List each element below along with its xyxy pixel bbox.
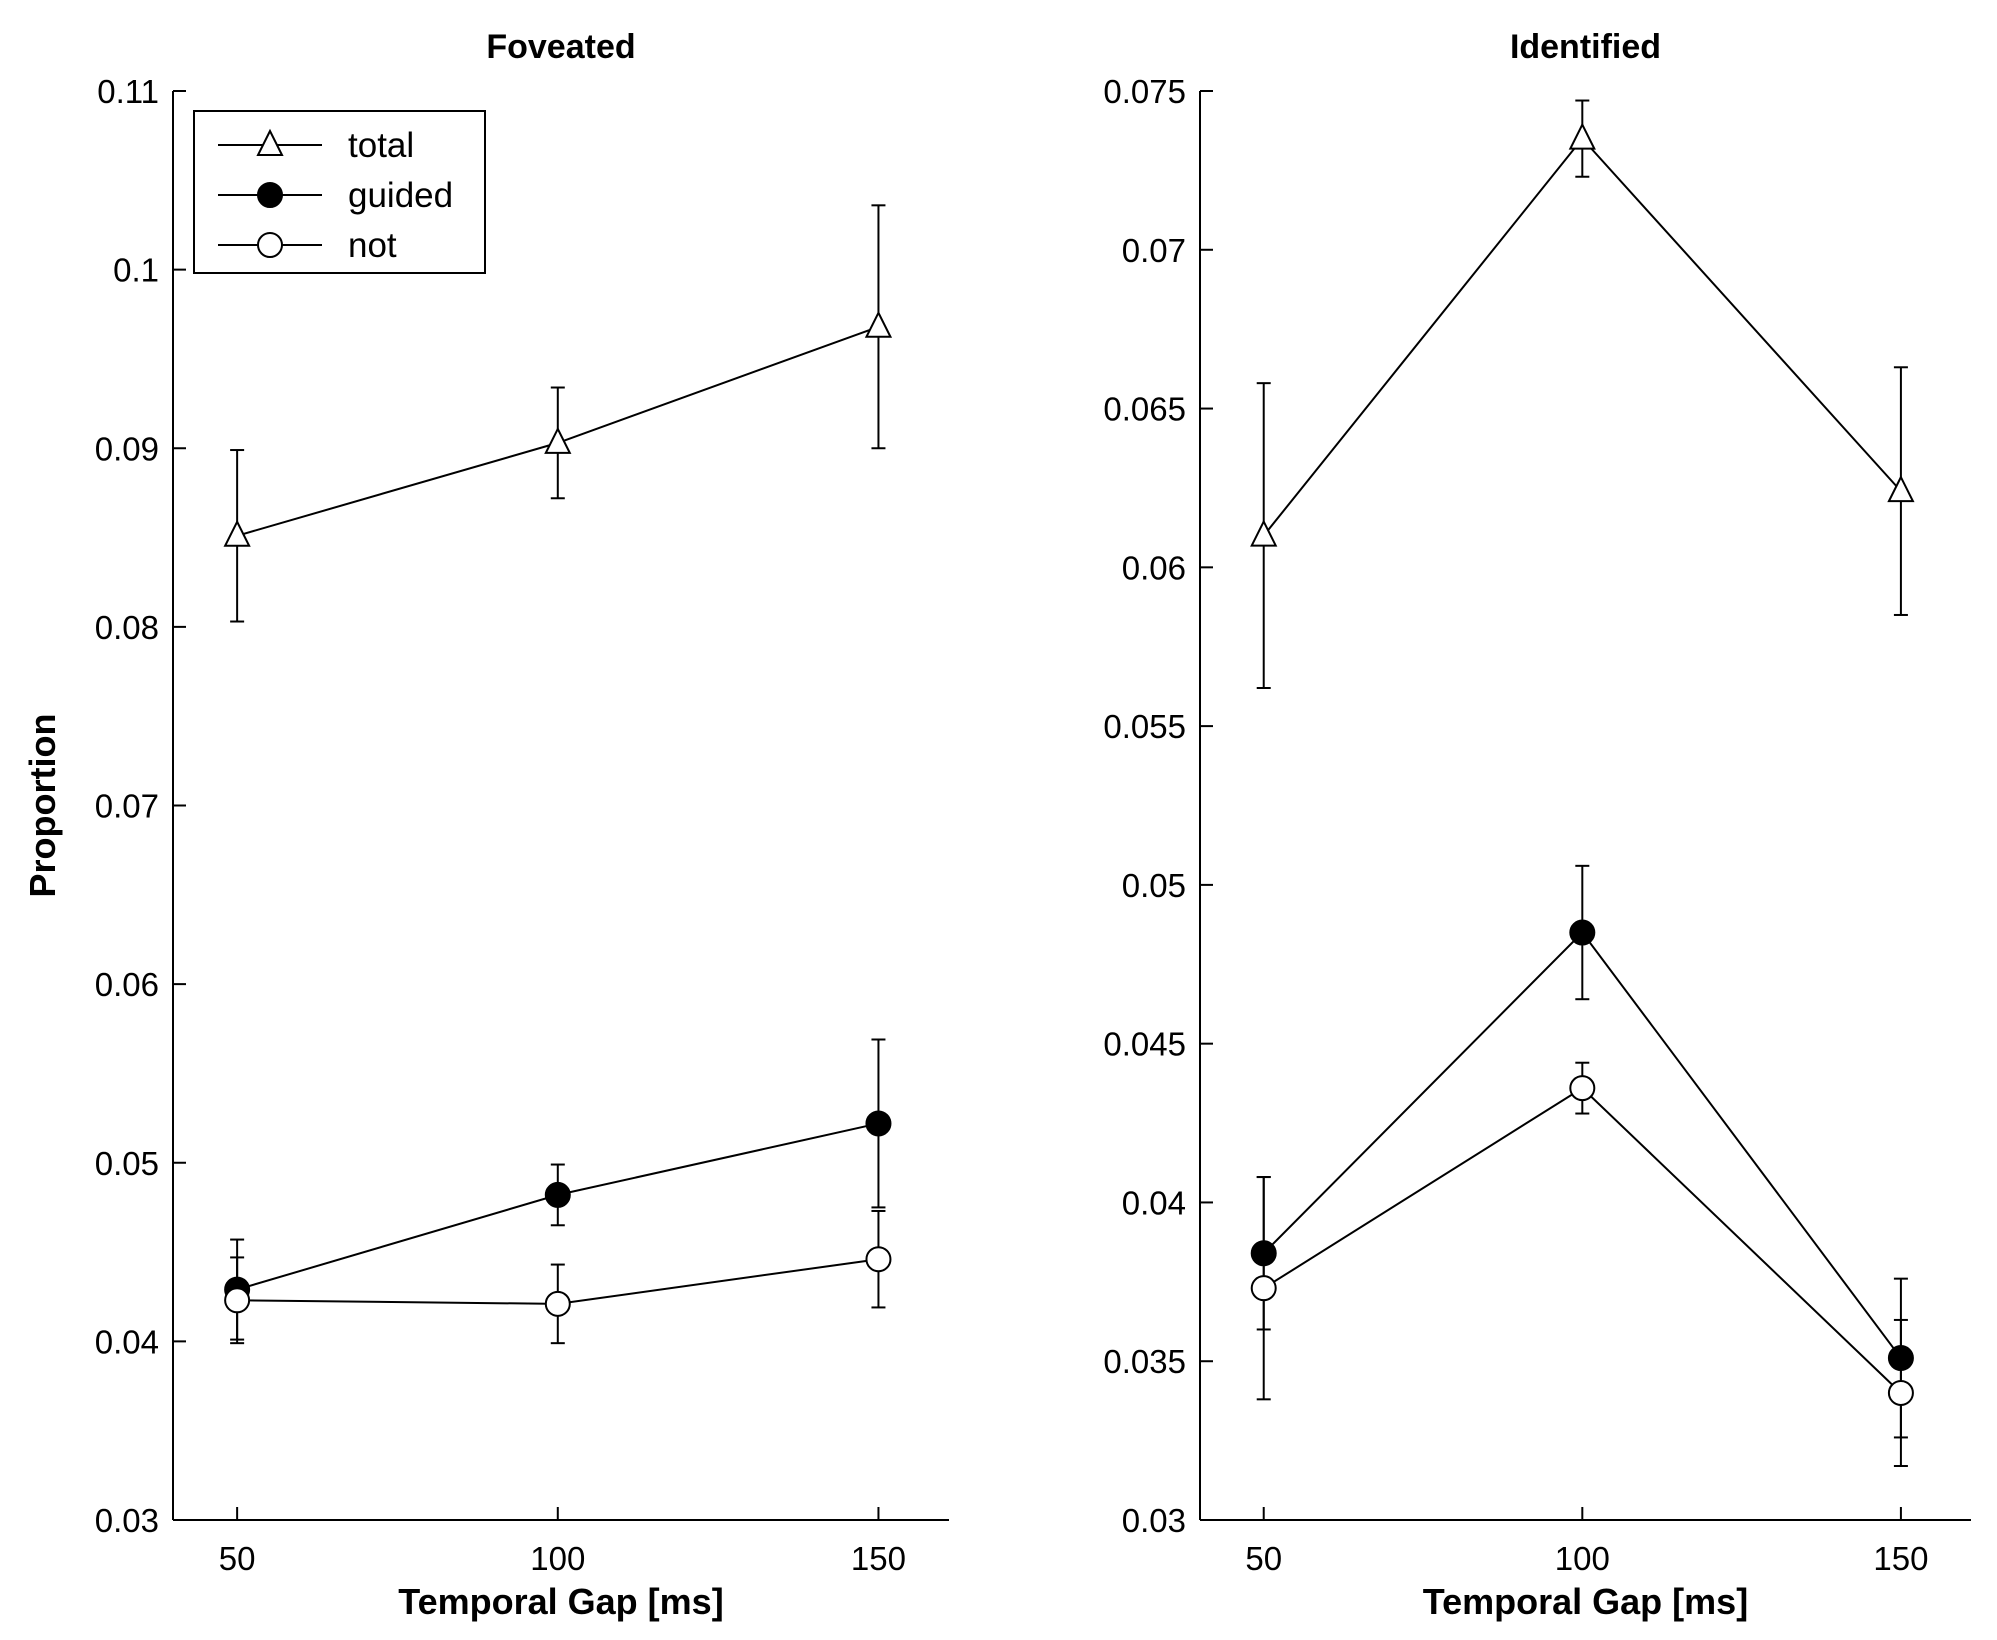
legend-label-not: not: [348, 226, 397, 265]
data-point-not: [1569, 1075, 1596, 1102]
x-axis-label: Temporal Gap [ms]: [1423, 1581, 1748, 1622]
data-point-total: [1250, 519, 1278, 547]
y-tick-label: 0.04: [1122, 1184, 1186, 1221]
x-tick-label: 100: [1555, 1540, 1610, 1577]
chart-title: Identified: [1510, 28, 1661, 66]
x-tick-label: 100: [530, 1540, 585, 1577]
y-tick-label: 0.055: [1103, 708, 1186, 745]
data-point-total: [544, 426, 572, 454]
data-point-not: [1887, 1379, 1914, 1406]
data-point-total: [1568, 122, 1596, 150]
y-tick-label: 0.07: [95, 788, 159, 825]
y-tick-label: 0.03: [95, 1502, 159, 1539]
y-tick-label: 0.05: [95, 1145, 159, 1182]
data-point-guided: [544, 1181, 571, 1208]
x-tick-label: 50: [1245, 1540, 1282, 1577]
y-tick-label: 0.09: [95, 430, 159, 467]
legend-label-guided: guided: [348, 176, 453, 215]
y-tick-label: 0.035: [1103, 1343, 1186, 1380]
data-point-not: [865, 1246, 892, 1273]
legend-marker-not: [257, 232, 283, 258]
data-point-guided: [1569, 919, 1596, 946]
y-tick-label: 0.065: [1103, 391, 1186, 428]
legend-marker-total: [256, 128, 284, 156]
y-tick-label: 0.11: [97, 73, 159, 110]
data-point-not: [224, 1287, 251, 1314]
data-point-total: [864, 310, 893, 338]
data-point-not: [1250, 1275, 1277, 1302]
chart-title: Foveated: [486, 28, 635, 66]
y-tick-label: 0.1: [113, 252, 159, 289]
data-point-total: [223, 519, 251, 547]
x-tick-label: 150: [851, 1540, 906, 1577]
foveated-panel: 0.03 0.04 0.05 0.06 0.07 0.08 0.09 0.1 0.11 50 100…: [22, 28, 949, 1622]
y-axis-label: Proportion: [22, 714, 63, 898]
y-tick-label: 0.06: [1122, 549, 1186, 586]
x-tick-label: 50: [219, 1540, 256, 1577]
x-tick-label: 150: [1873, 1540, 1928, 1577]
y-tick-label: 0.07: [1122, 232, 1186, 269]
y-tick-label: 0.05: [1122, 867, 1186, 904]
y-tick-label: 0.075: [1103, 73, 1186, 110]
x-axis-label: Temporal Gap [ms]: [398, 1581, 723, 1622]
data-point-not: [544, 1290, 571, 1317]
y-tick-label: 0.06: [95, 966, 159, 1003]
y-tick-label: 0.08: [95, 609, 159, 646]
data-point-guided: [865, 1110, 892, 1137]
legend-label-total: total: [348, 126, 414, 165]
y-tick-label: 0.03: [1122, 1502, 1186, 1539]
data-point-total: [1887, 474, 1915, 503]
y-tick-label: 0.04: [95, 1323, 159, 1360]
legend-marker-guided: [257, 182, 283, 208]
identified-panel: 0.03 0.035 0.04 0.045 0.05 0.055 0.06 0.065 0.07…: [1103, 28, 1971, 1622]
y-tick-label: 0.045: [1103, 1026, 1186, 1063]
